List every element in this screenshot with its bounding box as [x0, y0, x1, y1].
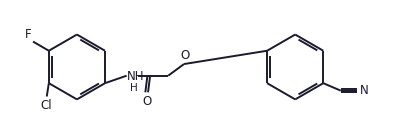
Text: H: H — [130, 83, 138, 93]
Text: NH: NH — [127, 70, 145, 84]
Text: F: F — [25, 28, 31, 41]
Text: N: N — [360, 84, 369, 97]
Text: Cl: Cl — [40, 99, 52, 112]
Text: O: O — [142, 95, 151, 108]
Text: O: O — [180, 49, 190, 62]
